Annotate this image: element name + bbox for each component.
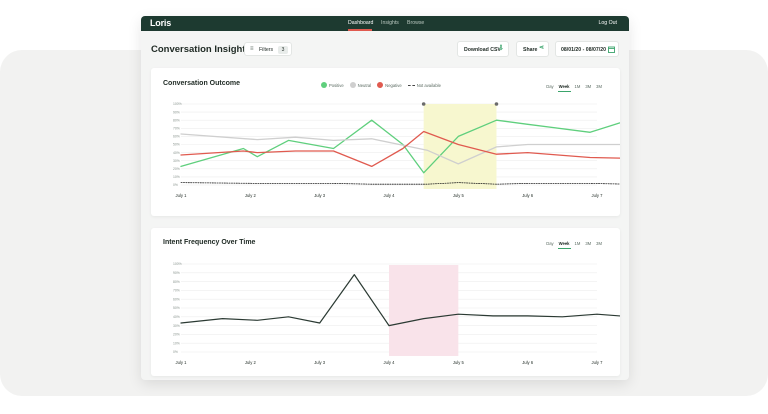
intent-series-line <box>180 273 620 327</box>
legend-item-negative[interactable]: Negative <box>377 82 402 88</box>
x-tick-label: July 3 <box>314 193 326 198</box>
y-tick-label: 50% <box>173 143 180 147</box>
y-tick-label: 40% <box>173 151 180 155</box>
x-tick-label: July 2 <box>245 193 257 198</box>
range-week[interactable]: Week <box>557 241 571 249</box>
y-tick-label: 70% <box>173 289 180 293</box>
outcome-range-tabs: Day Week 1M 3M 3M <box>546 84 602 92</box>
positive-series-line <box>180 119 620 174</box>
download-icon: ⇩ <box>498 45 504 52</box>
y-tick-label: 90% <box>173 110 180 114</box>
range-3m-b[interactable]: 3M <box>596 84 602 89</box>
x-tick-label: July 5 <box>453 193 465 198</box>
conversation-outcome-title: Conversation Outcome <box>163 80 241 87</box>
conversation-outcome-panel: Conversation Outcome Positive Neutral Ne… <box>151 68 620 216</box>
y-tick-label: 100% <box>173 102 182 106</box>
y-tick-label: 0% <box>173 350 178 354</box>
legend-item-neutral[interactable]: Neutral <box>349 82 372 88</box>
y-tick-label: 10% <box>173 341 180 345</box>
highlight-band <box>423 104 497 189</box>
intent-range-tabs: Day Week 1M 3M 3M <box>546 241 602 249</box>
intent-frequency-title: Intent Frequency Over Time <box>163 239 256 246</box>
range-day[interactable]: Day <box>546 241 554 246</box>
y-tick-label: 30% <box>173 159 180 163</box>
share-label: Share <box>523 47 538 53</box>
range-week[interactable]: Week <box>557 84 571 92</box>
y-tick-label: 60% <box>173 297 180 301</box>
logout-link[interactable]: Log Out <box>598 20 617 26</box>
neutral-swatch <box>349 82 356 88</box>
y-tick-label: 20% <box>173 333 180 337</box>
calendar-icon <box>608 46 615 53</box>
filter-icon: ≡ <box>250 46 254 52</box>
logo: Loris <box>150 18 172 28</box>
legend-label-not-available: Not available <box>416 82 441 88</box>
legend-label-neutral: Neutral <box>357 82 372 88</box>
neutral-series-line <box>180 133 620 165</box>
y-tick-label: 0% <box>173 183 178 187</box>
range-3m-b[interactable]: 3M <box>596 241 602 246</box>
x-tick-label: July 2 <box>245 360 257 365</box>
range-3m[interactable]: 3M <box>585 84 592 89</box>
download-csv-button[interactable]: Download CSV ⇩ <box>457 41 509 57</box>
y-tick-label: 70% <box>173 127 180 131</box>
not-available-swatch <box>407 84 415 86</box>
nav-insights[interactable]: Insights <box>381 20 399 26</box>
download-label: Download CSV <box>464 47 501 53</box>
x-tick-label: July 5 <box>453 360 465 365</box>
x-tick-label: July 6 <box>522 360 534 365</box>
y-tick-label: 20% <box>173 167 180 171</box>
intent-frequency-panel: Intent Frequency Over Time Day Week 1M 3… <box>151 228 620 376</box>
x-tick-label: July 4 <box>384 360 396 365</box>
y-tick-label: 90% <box>173 271 180 275</box>
active-nav-indicator <box>348 29 372 31</box>
filters-count-badge: 3 <box>278 45 288 54</box>
legend-label-negative: Negative <box>385 82 402 88</box>
share-button[interactable]: Share ⋖ <box>516 41 549 57</box>
range-3m[interactable]: 3M <box>585 241 592 246</box>
share-icon: ⋖ <box>539 45 545 51</box>
app-window: Loris Dashboard Insights Browse Log Out … <box>141 16 629 380</box>
legend-item-positive[interactable]: Positive <box>321 82 344 88</box>
range-day[interactable]: Day <box>546 84 554 89</box>
page-title: Conversation Insights <box>151 44 251 55</box>
range-1m[interactable]: 1M <box>574 241 581 246</box>
filters-button[interactable]: ≡ Filters 3 <box>244 42 292 56</box>
x-tick-label: July 6 <box>522 193 534 198</box>
date-range-picker[interactable]: 08/01/20 - 08/07/20 <box>555 41 619 57</box>
y-tick-label: 30% <box>173 324 180 328</box>
x-tick-label: July 4 <box>384 193 396 198</box>
y-tick-label: 50% <box>173 306 180 310</box>
y-tick-label: 60% <box>173 135 180 139</box>
negative-swatch <box>377 82 384 88</box>
negative-series-line <box>180 130 620 168</box>
y-tick-label: 40% <box>173 315 180 319</box>
not-available-series-line <box>180 182 620 185</box>
nav-dashboard[interactable]: Dashboard <box>348 20 374 26</box>
y-tick-label: 80% <box>173 280 180 284</box>
x-tick-label: July 1 <box>176 193 188 198</box>
conversation-outcome-chart: 0% 10% 20% 30% 40% 50% 60% 70% 80% 90% 100% July 1 J… <box>173 102 620 198</box>
x-tick-label: July 1 <box>176 360 188 365</box>
y-tick-label: 10% <box>173 175 180 179</box>
range-handle <box>421 102 426 106</box>
legend-item-not-available[interactable]: Not available <box>407 82 441 88</box>
date-range-value: 08/01/20 - 08/07/20 <box>561 47 606 53</box>
y-tick-label: 100% <box>173 262 182 266</box>
filters-label: Filters <box>259 47 274 53</box>
range-handle <box>494 102 499 106</box>
intent-frequency-chart: 0% 10% 20% 30% 40% 50% 60% 70% 80% 90% 100% July 1 J… <box>173 262 620 365</box>
nav-browse[interactable]: Browse <box>407 20 425 26</box>
range-1m[interactable]: 1M <box>574 84 581 89</box>
legend-label-positive: Positive <box>329 82 344 88</box>
positive-swatch <box>321 82 327 88</box>
highlight-band <box>389 265 459 356</box>
x-tick-label: July 7 <box>592 193 604 198</box>
top-navigation: Loris Dashboard Insights Browse Log Out <box>141 16 629 31</box>
outcome-legend: Positive Neutral Negative Not available <box>321 82 441 88</box>
y-tick-label: 80% <box>173 118 180 122</box>
x-tick-label: July 7 <box>592 360 604 365</box>
x-tick-label: July 3 <box>314 360 326 365</box>
